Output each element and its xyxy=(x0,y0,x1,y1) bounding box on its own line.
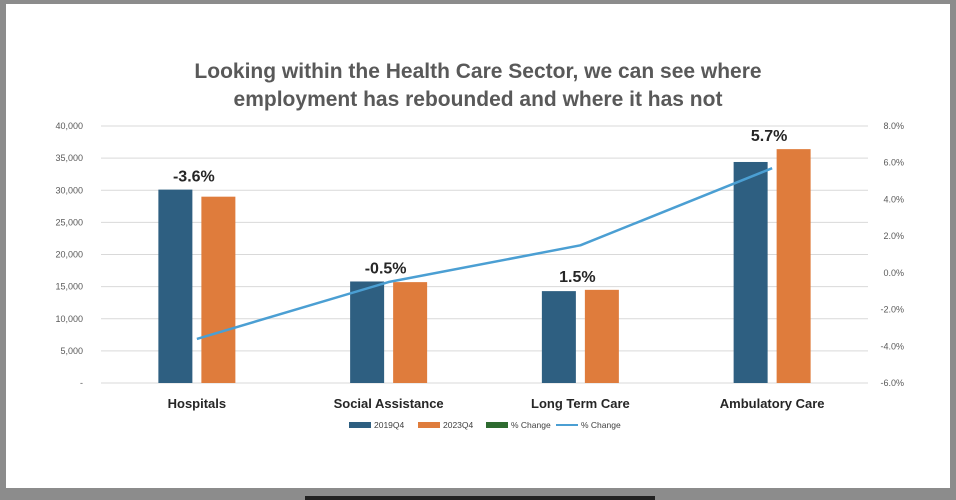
right-axis-ticks: -6.0% -4.0% -2.0% 0.0% 2.0% 4.0% 6.0% 8.0% xyxy=(880,121,904,388)
bar-2019Q4 xyxy=(350,281,385,383)
legend-swatch xyxy=(418,422,440,428)
legend-label: % Change xyxy=(581,420,621,430)
legend-label: % Change xyxy=(511,420,551,430)
category-label: Long Term Care xyxy=(531,396,630,411)
left-tick-label: 5,000 xyxy=(60,346,83,356)
left-tick-label: 20,000 xyxy=(55,250,83,260)
bar-2019Q4 xyxy=(541,291,576,383)
pct-change-label: -3.6% xyxy=(173,169,215,186)
pct-change-label: 5.7% xyxy=(751,128,787,145)
right-tick-label: -6.0% xyxy=(880,378,904,388)
left-tick-label: 10,000 xyxy=(55,314,83,324)
right-tick-label: 6.0% xyxy=(883,158,904,168)
category-label: Social Assistance xyxy=(334,396,444,411)
right-tick-label: 4.0% xyxy=(883,194,904,204)
pct-change-label: -0.5% xyxy=(365,260,407,277)
left-tick-label: - xyxy=(80,378,83,388)
legend-swatch xyxy=(349,422,371,428)
chart-title-line-2: employment has rebounded and where it ha… xyxy=(234,88,723,111)
left-tick-label: 25,000 xyxy=(55,217,83,227)
left-tick-label: 35,000 xyxy=(55,153,83,163)
legend-swatch xyxy=(486,422,508,428)
bar-2023Q4 xyxy=(201,196,236,383)
data-labels: -3.6% -0.5% 1.5% 5.7% xyxy=(173,128,787,286)
category-label: Hospitals xyxy=(168,396,227,411)
chart: Looking within the Health Care Sector, w… xyxy=(55,60,904,430)
bar-2019Q4 xyxy=(733,161,768,383)
slide: Looking within the Health Care Sector, w… xyxy=(6,4,950,488)
legend: 2019Q4 2023Q4 % Change % Change xyxy=(349,420,621,430)
left-tick-label: 40,000 xyxy=(55,121,83,131)
right-tick-label: 8.0% xyxy=(883,121,904,131)
left-axis-ticks: - 5,000 10,000 15,000 20,000 25,000 30,000 35,0… xyxy=(55,121,83,388)
category-labels: Hospitals Social Assistance Long Term Care… xyxy=(168,396,825,411)
left-tick-label: 30,000 xyxy=(55,185,83,195)
right-tick-label: 0.0% xyxy=(883,268,904,278)
legend-label: 2019Q4 xyxy=(374,420,405,430)
bottom-edge-bar xyxy=(305,496,655,500)
pct-change-label: 1.5% xyxy=(559,269,595,286)
bars xyxy=(158,149,811,383)
category-label: Ambulatory Care xyxy=(720,396,825,411)
pct-change-line xyxy=(196,167,773,341)
chart-title-line-1: Looking within the Health Care Sector, w… xyxy=(194,60,761,83)
left-tick-label: 15,000 xyxy=(55,282,83,292)
right-tick-label: -2.0% xyxy=(880,305,904,315)
bar-2019Q4 xyxy=(158,189,193,383)
right-tick-label: 2.0% xyxy=(883,231,904,241)
bar-2023Q4 xyxy=(393,282,428,383)
bar-2023Q4 xyxy=(776,149,811,383)
line-series xyxy=(196,167,773,341)
bar-2023Q4 xyxy=(584,289,619,383)
legend-label: 2023Q4 xyxy=(443,420,474,430)
right-tick-label: -4.0% xyxy=(880,341,904,351)
